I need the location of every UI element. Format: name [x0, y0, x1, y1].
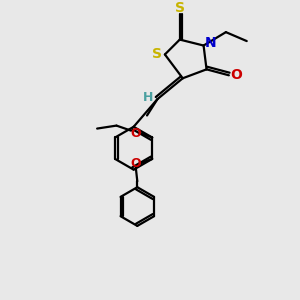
Text: O: O — [230, 68, 242, 82]
Text: O: O — [130, 127, 141, 140]
Text: S: S — [152, 47, 162, 61]
Text: N: N — [204, 36, 216, 50]
Text: O: O — [130, 157, 141, 170]
Text: S: S — [175, 1, 185, 15]
Text: H: H — [143, 91, 153, 104]
